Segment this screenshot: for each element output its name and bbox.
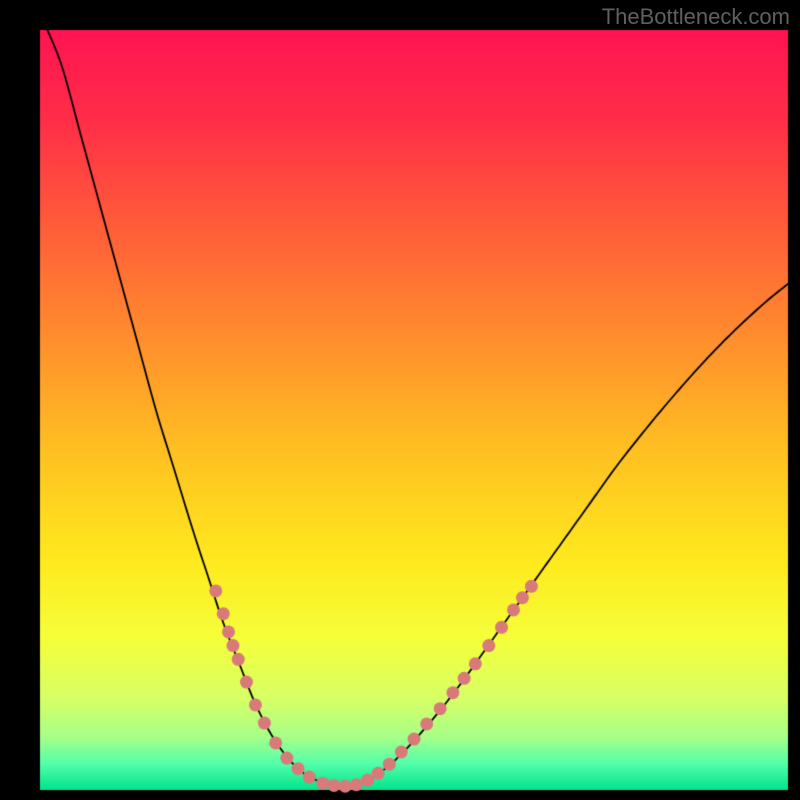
bottleneck-chart-canvas [0,0,800,800]
chart-root: TheBottleneck.com [0,0,800,800]
attribution-label: TheBottleneck.com [602,4,790,30]
